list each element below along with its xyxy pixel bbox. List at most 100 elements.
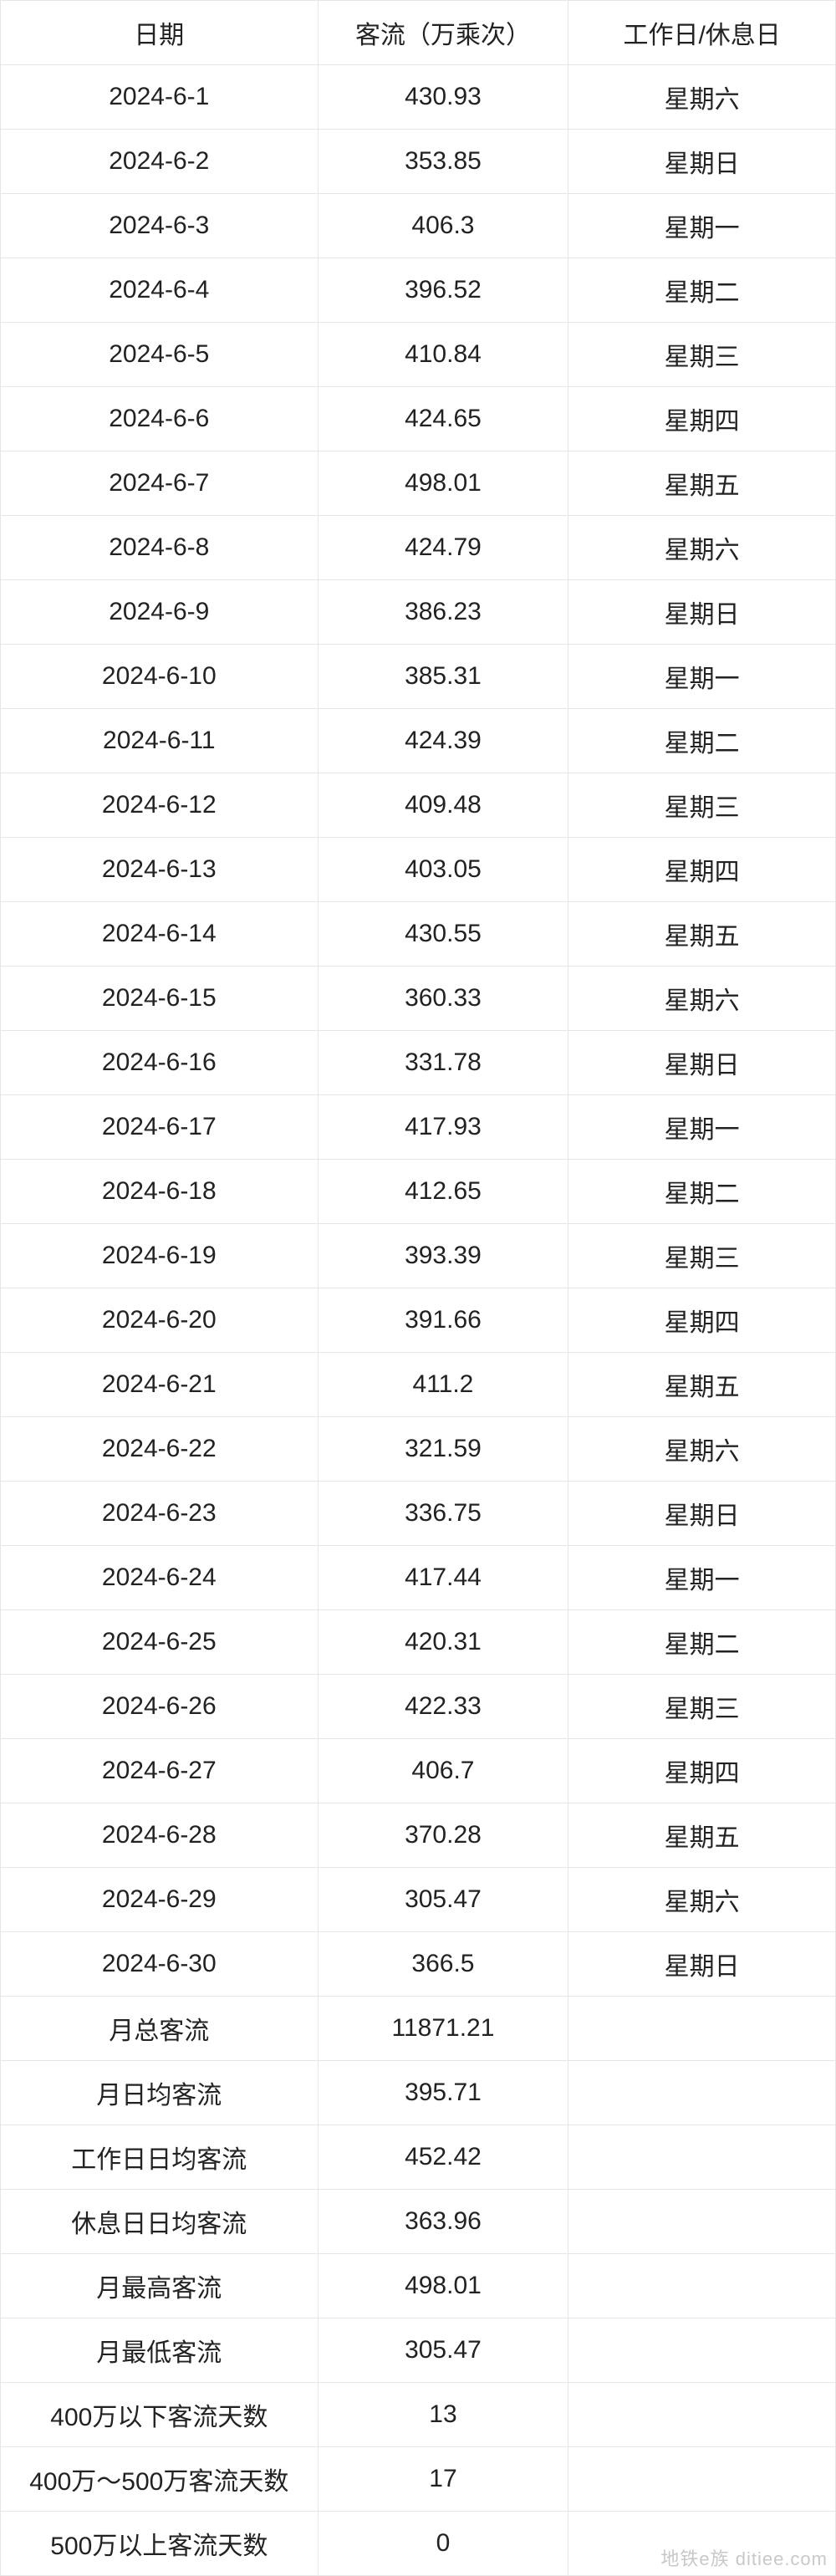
cell-flow: 366.5 [318,1932,568,1997]
summary-label: 月最低客流 [1,2318,319,2383]
cell-day: 星期二 [568,258,836,323]
cell-flow: 396.52 [318,258,568,323]
cell-day: 星期五 [568,1353,836,1417]
cell-day: 星期三 [568,773,836,838]
cell-day: 星期四 [568,1739,836,1803]
cell-flow: 417.44 [318,1546,568,1610]
summary-empty [568,1997,836,2061]
cell-day: 星期二 [568,1160,836,1224]
cell-flow: 305.47 [318,1868,568,1932]
cell-day: 星期五 [568,902,836,967]
cell-day: 星期五 [568,451,836,516]
cell-flow: 331.78 [318,1031,568,1095]
col-date: 日期 [1,1,319,65]
cell-flow: 420.31 [318,1610,568,1675]
cell-date: 2024-6-23 [1,1482,319,1546]
cell-date: 2024-6-25 [1,1610,319,1675]
table-row: 2024-6-6424.65星期四 [1,387,836,451]
cell-flow: 424.79 [318,516,568,580]
cell-date: 2024-6-19 [1,1224,319,1288]
cell-day: 星期三 [568,323,836,387]
cell-flow: 422.33 [318,1675,568,1739]
table-row: 2024-6-14430.55星期五 [1,902,836,967]
summary-value: 498.01 [318,2254,568,2318]
cell-flow: 336.75 [318,1482,568,1546]
col-day: 工作日/休息日 [568,1,836,65]
cell-flow: 321.59 [318,1417,568,1482]
table-row: 2024-6-23336.75星期日 [1,1482,836,1546]
table-row: 2024-6-1430.93星期六 [1,65,836,130]
table-row: 2024-6-25420.31星期二 [1,1610,836,1675]
cell-date: 2024-6-3 [1,194,319,258]
table-row: 2024-6-10385.31星期一 [1,645,836,709]
table-row: 2024-6-26422.33星期三 [1,1675,836,1739]
cell-date: 2024-6-1 [1,65,319,130]
table-row: 2024-6-17417.93星期一 [1,1095,836,1160]
summary-value: 0 [318,2512,568,2576]
table-row: 2024-6-18412.65星期二 [1,1160,836,1224]
table-row: 2024-6-16331.78星期日 [1,1031,836,1095]
cell-flow: 370.28 [318,1803,568,1868]
cell-day: 星期日 [568,1031,836,1095]
cell-day: 星期三 [568,1675,836,1739]
cell-date: 2024-6-24 [1,1546,319,1610]
cell-date: 2024-6-11 [1,709,319,773]
summary-empty [568,2383,836,2447]
summary-label: 休息日日均客流 [1,2190,319,2254]
cell-date: 2024-6-16 [1,1031,319,1095]
cell-day: 星期六 [568,65,836,130]
cell-date: 2024-6-20 [1,1288,319,1353]
cell-flow: 412.65 [318,1160,568,1224]
cell-date: 2024-6-2 [1,130,319,194]
cell-flow: 391.66 [318,1288,568,1353]
cell-flow: 411.2 [318,1353,568,1417]
cell-day: 星期日 [568,580,836,645]
cell-day: 星期六 [568,1417,836,1482]
cell-flow: 424.39 [318,709,568,773]
cell-date: 2024-6-15 [1,967,319,1031]
cell-day: 星期一 [568,645,836,709]
cell-date: 2024-6-10 [1,645,319,709]
summary-value: 13 [318,2383,568,2447]
cell-flow: 410.84 [318,323,568,387]
watermark-text: 地铁e族 ditiee.com [660,2544,828,2571]
cell-date: 2024-6-22 [1,1417,319,1482]
cell-day: 星期六 [568,967,836,1031]
summary-row: 工作日日均客流452.42 [1,2125,836,2190]
cell-flow: 424.65 [318,387,568,451]
summary-empty [568,2447,836,2512]
table-row: 2024-6-3406.3星期一 [1,194,836,258]
summary-empty [568,2190,836,2254]
cell-date: 2024-6-27 [1,1739,319,1803]
cell-flow: 393.39 [318,1224,568,1288]
cell-day: 星期四 [568,838,836,902]
cell-flow: 409.48 [318,773,568,838]
cell-date: 2024-6-29 [1,1868,319,1932]
summary-row: 400万～500万客流天数17 [1,2447,836,2512]
col-flow: 客流（万乘次） [318,1,568,65]
table-row: 2024-6-7498.01星期五 [1,451,836,516]
summary-row: 月日均客流395.71 [1,2061,836,2125]
table-row: 2024-6-13403.05星期四 [1,838,836,902]
cell-date: 2024-6-13 [1,838,319,902]
cell-flow: 430.55 [318,902,568,967]
cell-date: 2024-6-8 [1,516,319,580]
cell-date: 2024-6-5 [1,323,319,387]
table-row: 2024-6-15360.33星期六 [1,967,836,1031]
cell-day: 星期五 [568,1803,836,1868]
cell-date: 2024-6-7 [1,451,319,516]
summary-value: 17 [318,2447,568,2512]
table-row: 2024-6-11424.39星期二 [1,709,836,773]
table-row: 2024-6-22321.59星期六 [1,1417,836,1482]
summary-value: 11871.21 [318,1997,568,2061]
cell-date: 2024-6-17 [1,1095,319,1160]
cell-day: 星期二 [568,1610,836,1675]
cell-flow: 406.7 [318,1739,568,1803]
cell-flow: 360.33 [318,967,568,1031]
summary-value: 452.42 [318,2125,568,2190]
summary-row: 月总客流11871.21 [1,1997,836,2061]
summary-empty [568,2254,836,2318]
summary-empty [568,2125,836,2190]
cell-flow: 403.05 [318,838,568,902]
table-row: 2024-6-27406.7星期四 [1,1739,836,1803]
